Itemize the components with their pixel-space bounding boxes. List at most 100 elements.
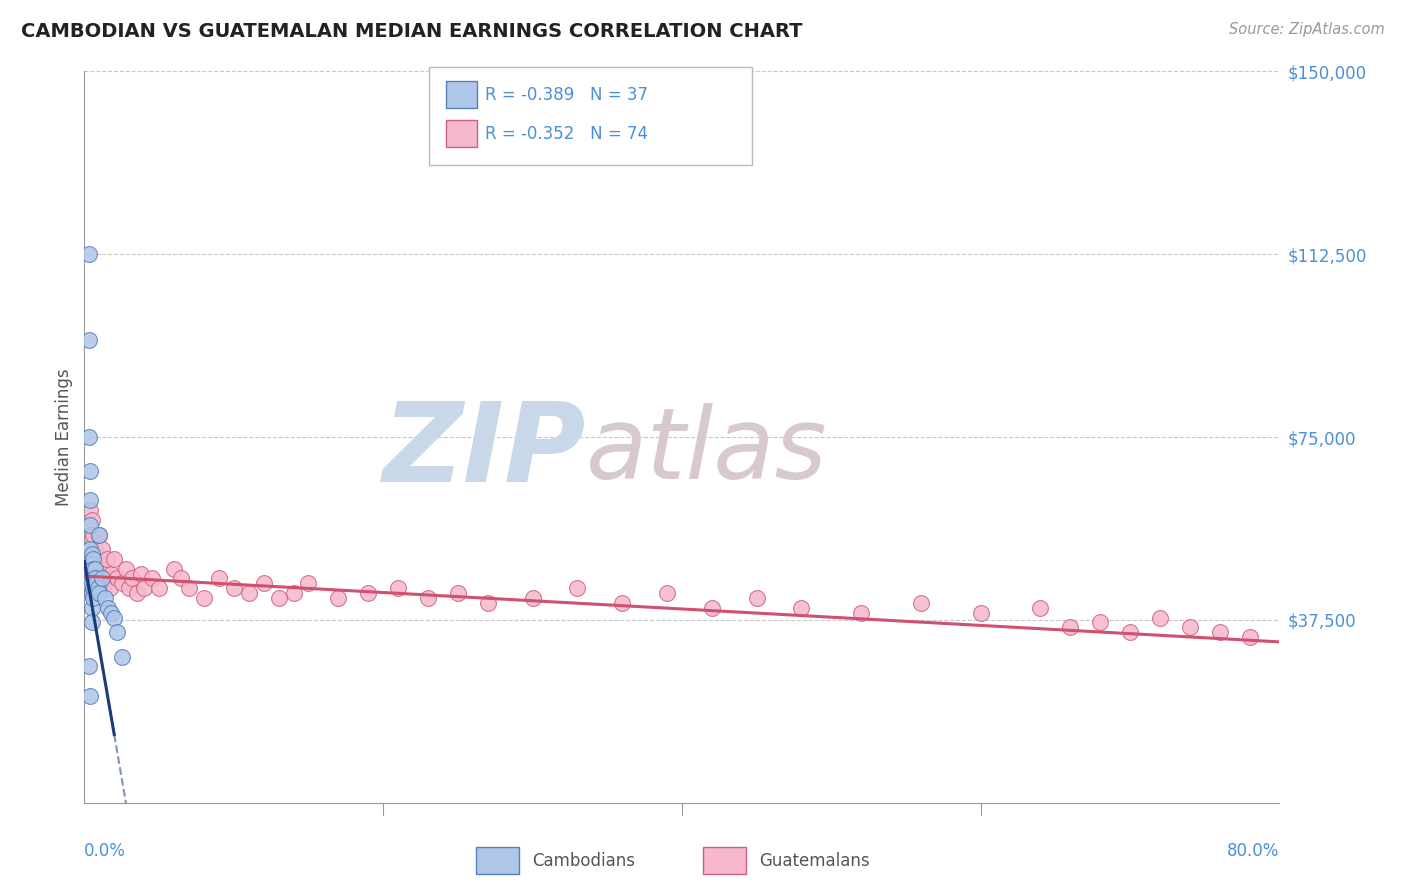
Point [103, 552, 125, 566]
Point [416, 591, 439, 605]
Point [89, 576, 111, 591]
Point [655, 586, 678, 600]
Point [163, 562, 186, 576]
Point [522, 591, 544, 605]
Point [91, 542, 114, 557]
Point [80, 557, 103, 571]
Point [1178, 620, 1201, 634]
Point [111, 576, 134, 591]
Point [79, 562, 101, 576]
Point [253, 576, 276, 591]
Point [1239, 630, 1261, 644]
Point [77, 659, 100, 673]
Text: 0.0%: 0.0% [84, 842, 127, 860]
Point [357, 586, 380, 600]
Point [80, 576, 103, 591]
Point [910, 596, 932, 610]
Text: R = -0.352   N = 74: R = -0.352 N = 74 [485, 125, 648, 143]
Point [77, 562, 100, 576]
Point [83, 572, 105, 586]
Point [79, 576, 101, 591]
Point [93, 562, 115, 576]
Point [96, 552, 118, 566]
Point [79, 493, 101, 508]
Point [80, 615, 103, 630]
Point [80, 586, 103, 600]
Point [80, 533, 103, 547]
Point [80, 547, 103, 561]
Point [80, 600, 103, 615]
Text: Cambodians: Cambodians [533, 852, 636, 870]
Point [87, 581, 110, 595]
Point [1090, 615, 1112, 630]
Point [238, 586, 260, 600]
Point [97, 572, 120, 586]
Point [970, 606, 993, 620]
Point [82, 591, 104, 605]
Text: 80.0%: 80.0% [1227, 842, 1279, 860]
Point [267, 591, 290, 605]
Point [86, 552, 108, 566]
Point [477, 596, 499, 610]
Point [83, 542, 105, 557]
Point [98, 581, 121, 595]
Point [1029, 600, 1052, 615]
Point [89, 552, 111, 566]
Point [79, 503, 101, 517]
Point [132, 581, 156, 595]
Point [79, 527, 101, 541]
Text: Guatemalans: Guatemalans [759, 852, 870, 870]
Point [79, 517, 101, 532]
Text: R = -0.389   N = 37: R = -0.389 N = 37 [485, 86, 648, 103]
Point [79, 464, 101, 478]
Point [82, 552, 104, 566]
Point [177, 581, 200, 595]
Point [82, 581, 104, 595]
FancyBboxPatch shape [703, 847, 747, 874]
Point [83, 562, 105, 576]
Point [91, 572, 114, 586]
Point [86, 572, 108, 586]
Point [103, 610, 125, 624]
Point [82, 562, 104, 576]
Point [1119, 625, 1142, 640]
Point [80, 562, 103, 576]
Point [612, 596, 634, 610]
Point [87, 581, 110, 595]
Point [82, 527, 104, 541]
Text: ZIP: ZIP [382, 398, 586, 505]
Point [80, 566, 103, 581]
Point [100, 606, 122, 620]
Point [105, 625, 128, 640]
Point [89, 586, 111, 600]
Point [77, 333, 100, 347]
Point [567, 581, 589, 595]
Point [111, 649, 134, 664]
Point [129, 566, 152, 581]
Point [1149, 610, 1171, 624]
Point [170, 572, 193, 586]
Point [447, 586, 470, 600]
Point [1059, 620, 1081, 634]
Point [89, 527, 111, 541]
Point [97, 600, 120, 615]
Text: CAMBODIAN VS GUATEMALAN MEDIAN EARNINGS CORRELATION CHART: CAMBODIAN VS GUATEMALAN MEDIAN EARNINGS … [21, 22, 803, 41]
Point [121, 572, 143, 586]
Text: atlas: atlas [586, 403, 828, 500]
Point [283, 586, 305, 600]
Point [83, 586, 105, 600]
Text: Source: ZipAtlas.com: Source: ZipAtlas.com [1229, 22, 1385, 37]
Point [86, 576, 108, 591]
Point [851, 606, 873, 620]
Point [77, 430, 100, 444]
Point [297, 576, 319, 591]
Point [1209, 625, 1232, 640]
Y-axis label: Median Earnings: Median Earnings [55, 368, 73, 506]
Point [83, 566, 105, 581]
Point [387, 581, 409, 595]
Point [328, 591, 350, 605]
Point [80, 513, 103, 527]
Point [208, 572, 231, 586]
Point [141, 572, 163, 586]
Point [79, 542, 101, 557]
